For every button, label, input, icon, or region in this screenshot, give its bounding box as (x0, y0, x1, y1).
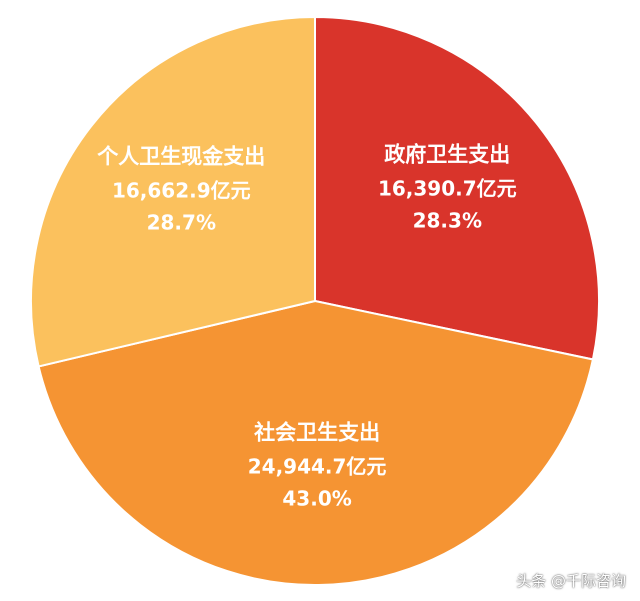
pie-slice-government (314, 15, 600, 361)
slice-label-name-government: 政府卫生支出 (384, 143, 510, 167)
slice-label-name-social: 社会卫生支出 (253, 420, 380, 444)
watermark-text: 头条 @千际咨询 (516, 572, 626, 590)
slice-label-percent-personal: 28.7% (147, 210, 216, 234)
slice-label-percent-social: 43.0% (282, 486, 351, 510)
slice-label-percent-government: 28.3% (413, 209, 482, 233)
slice-label-value-government: 16,390.7亿元 (378, 177, 517, 201)
slice-label-value-social: 24,944.7亿元 (248, 454, 387, 478)
pie-slice-personal (30, 15, 316, 368)
pie-slice-social (37, 299, 595, 586)
pie-slices (30, 15, 600, 586)
slice-label-value-personal: 16,662.9亿元 (112, 178, 251, 202)
slice-label-name-personal: 个人卫生现金支出 (97, 144, 265, 168)
pie-labels: 政府卫生支出 16,390.7亿元 28.3% 社会卫生支出 24,944.7亿元 43.… (97, 143, 516, 511)
